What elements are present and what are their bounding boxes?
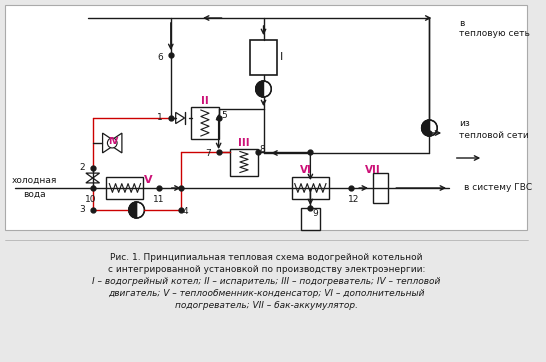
Bar <box>250 40 277 75</box>
Text: 7: 7 <box>205 150 211 159</box>
Text: III: III <box>238 138 250 147</box>
Text: Рис. 1. Принципиальная тепловая схема водогрейной котельной: Рис. 1. Принципиальная тепловая схема во… <box>110 253 423 262</box>
Bar <box>301 208 320 230</box>
Bar <box>373 173 388 203</box>
Text: 11: 11 <box>153 195 165 205</box>
Text: 8: 8 <box>260 144 265 153</box>
Text: 1: 1 <box>157 114 163 122</box>
Text: с интегрированной установкой по производству электроэнергии:: с интегрированной установкой по производ… <box>108 265 425 274</box>
Text: тепловой сети: тепловой сети <box>459 131 529 140</box>
Polygon shape <box>86 178 99 183</box>
Bar <box>292 177 329 199</box>
Text: V: V <box>144 175 153 185</box>
Text: VI: VI <box>300 165 311 175</box>
Circle shape <box>422 120 437 136</box>
Text: 6: 6 <box>157 52 163 62</box>
Bar <box>191 107 218 139</box>
Text: 9: 9 <box>312 209 318 218</box>
Circle shape <box>129 202 145 218</box>
Bar <box>230 148 258 176</box>
Text: 10: 10 <box>85 195 97 205</box>
Polygon shape <box>112 133 122 153</box>
Text: вода: вода <box>23 189 45 198</box>
Text: 2: 2 <box>79 164 85 173</box>
Text: VII: VII <box>365 165 381 175</box>
Polygon shape <box>176 112 185 123</box>
Polygon shape <box>256 81 264 97</box>
Text: подогреватель; VII – бак-аккумулятор.: подогреватель; VII – бак-аккумулятор. <box>175 301 358 310</box>
Text: тепловую сеть: тепловую сеть <box>459 29 530 38</box>
Bar <box>5 5 527 230</box>
Text: 5: 5 <box>222 110 227 119</box>
Text: 4: 4 <box>182 207 188 216</box>
Text: в систему ГВС: в систему ГВС <box>464 184 532 193</box>
Circle shape <box>108 138 117 148</box>
Circle shape <box>256 81 271 97</box>
Text: двигатель; V – теплообменник-конденсатор; VI – дополнительный: двигатель; V – теплообменник-конденсатор… <box>108 289 425 298</box>
Text: 3: 3 <box>79 206 85 215</box>
Text: I: I <box>280 52 283 63</box>
Polygon shape <box>129 202 136 218</box>
Text: 12: 12 <box>348 195 359 205</box>
Polygon shape <box>422 120 430 136</box>
Text: II: II <box>201 96 209 106</box>
Text: IV: IV <box>108 136 118 146</box>
Bar <box>106 177 144 199</box>
Text: I – водогрейный котел; II – испаритель; III – подогреватель; IV – тепловой: I – водогрейный котел; II – испаритель; … <box>92 277 441 286</box>
Text: в: в <box>459 18 464 28</box>
Polygon shape <box>103 133 112 153</box>
Polygon shape <box>86 173 99 178</box>
Text: холодная: холодная <box>11 176 57 185</box>
Text: из: из <box>459 118 470 127</box>
